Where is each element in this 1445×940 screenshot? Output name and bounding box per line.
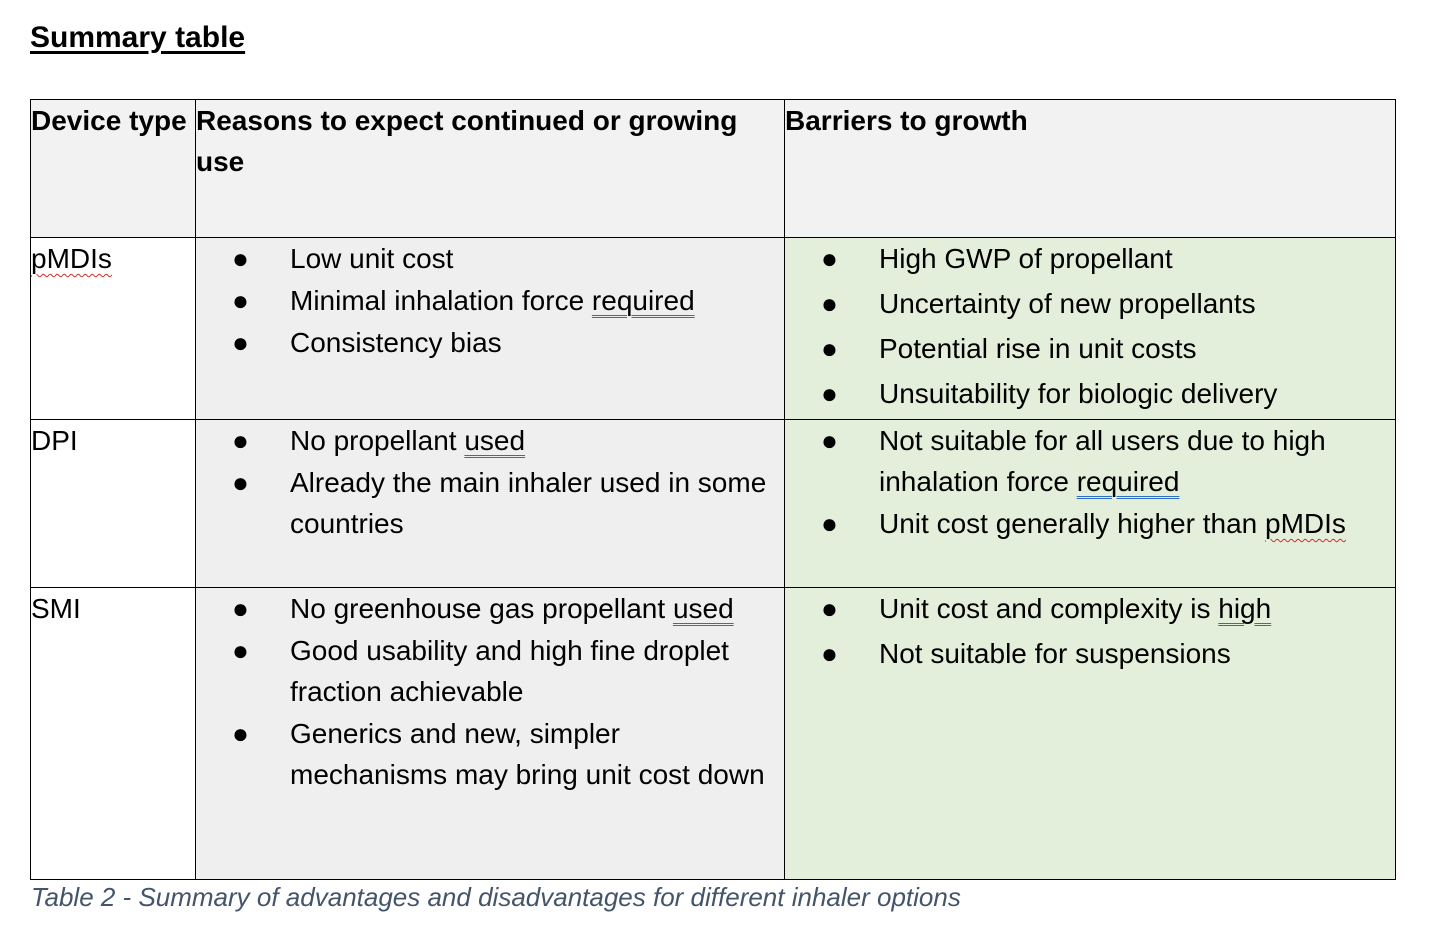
list-item: ● Not suitable for all users due to high … <box>821 425 1326 497</box>
device-cell: DPI <box>30 419 196 588</box>
table-row: DPI ● No propellant used ● Already the mai… <box>30 419 1396 588</box>
list-item: ● Low unit cost <box>232 243 454 274</box>
list-item: ● Uncertainty of new propellants <box>821 288 1256 319</box>
list-item: ● No propellant used <box>232 425 526 456</box>
header-device-type: Device type <box>30 99 196 238</box>
list-item: ● Potential rise in unit costs <box>821 333 1197 364</box>
reasons-cell: ● Low unit cost ● Minimal inhalation force… <box>195 237 785 420</box>
list-item: ● High GWP of propellant <box>821 243 1173 274</box>
list-item: ● No greenhouse gas propellant used <box>232 593 734 624</box>
header-reasons: Reasons to expect continued or growing u… <box>195 99 785 238</box>
list-item: ● Unit cost and complexity is high <box>821 593 1272 624</box>
barriers-cell: ● Unit cost and complexity is high ● Not s… <box>784 587 1396 880</box>
reasons-cell: ● No greenhouse gas propellant used ● Good… <box>195 587 785 880</box>
list-item: ● Unit cost generally higher than pMDIs <box>821 508 1346 539</box>
list-item: ● Consistency bias <box>232 327 502 358</box>
barriers-cell: ● High GWP of propellant ● Uncertainty of … <box>784 237 1396 420</box>
list-item: ● Generics and new, simpler mechanisms ma… <box>232 718 765 790</box>
table-row: SMI ● No greenhouse gas propellant used ●… <box>30 587 1396 880</box>
list-item: ● Not suitable for suspensions <box>821 638 1231 669</box>
device-cell: pMDIs <box>30 237 196 420</box>
barriers-cell: ● Not suitable for all users due to high … <box>784 419 1396 588</box>
list-item: ● Unsuitability for biologic delivery <box>821 378 1278 409</box>
summary-table: Device type Reasons to expect continued … <box>30 99 1396 880</box>
table-caption: Table 2 - Summary of advantages and disa… <box>31 882 961 912</box>
table-header-row: Device type Reasons to expect continued … <box>30 99 1396 238</box>
list-item: ● Good usability and high fine droplet fr… <box>232 635 729 707</box>
device-name: SMI <box>31 593 81 624</box>
table-row: pMDIs ● Low unit cost ● Minimal inhalation… <box>30 237 1396 420</box>
list-item: ● Already the main inhaler used in some c… <box>232 467 767 539</box>
section-heading: Summary table <box>30 21 246 54</box>
device-name: DPI <box>31 425 78 456</box>
list-item: ● Minimal inhalation force required <box>232 285 695 316</box>
header-barriers: Barriers to growth <box>784 99 1396 238</box>
device-name: pMDIs <box>31 243 112 274</box>
reasons-cell: ● No propellant used ● Already the main in… <box>195 419 785 588</box>
device-cell: SMI <box>30 587 196 880</box>
